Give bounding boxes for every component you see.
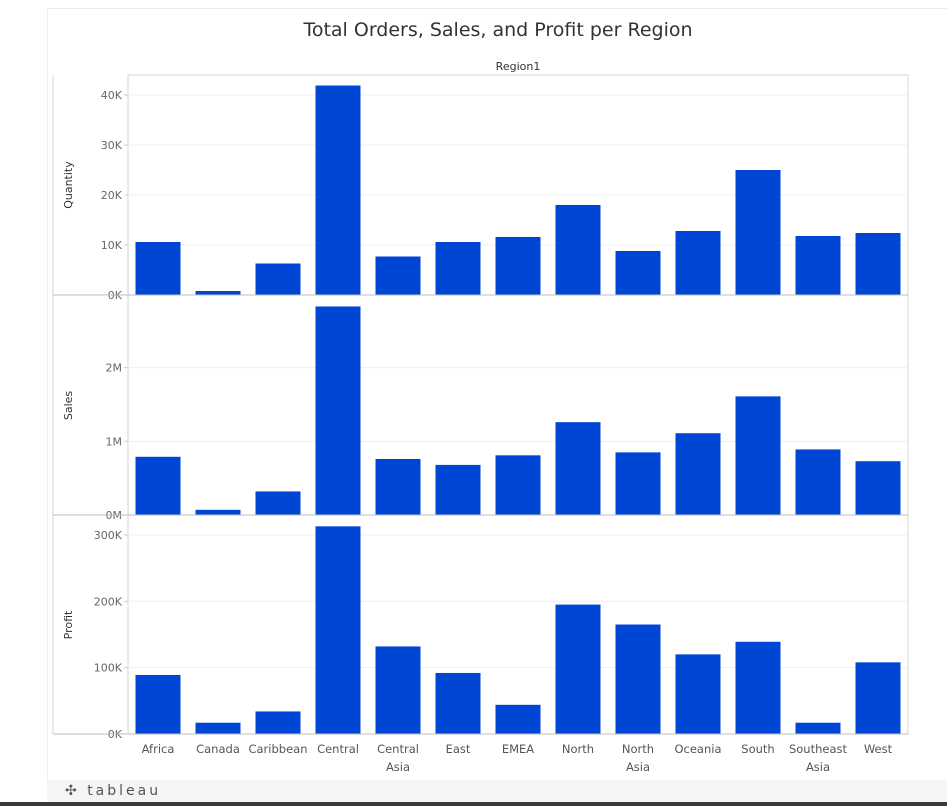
y-axis-title: Sales [62, 391, 75, 421]
y-axis-title: Profit [62, 610, 75, 639]
x-category-label: North [562, 742, 594, 756]
bar-sales [435, 464, 481, 515]
bar-quantity [375, 256, 421, 295]
bar-sales [255, 491, 301, 515]
bar-profit [735, 641, 781, 734]
y-tick-label: 30K [101, 139, 123, 152]
footer-bar: ✣ tableau [47, 780, 947, 802]
bar-sales [495, 455, 541, 515]
tableau-plus-icon: ✣ [65, 783, 88, 799]
y-tick-label: 40K [101, 89, 123, 102]
x-category-label: Caribbean [248, 742, 307, 756]
bar-quantity [855, 233, 901, 295]
chart-frame: Total Orders, Sales, and Profit per Regi… [47, 8, 947, 781]
bar-profit [795, 722, 841, 734]
bottom-edge [0, 802, 947, 806]
bar-quantity [495, 237, 541, 295]
y-tick-label: 10K [101, 239, 123, 252]
x-category-label: Oceania [674, 742, 721, 756]
bar-profit [255, 711, 301, 734]
bar-quantity [135, 242, 181, 295]
x-category-label: Central [317, 742, 359, 756]
x-category-label: North [622, 742, 654, 756]
bar-sales [675, 433, 721, 515]
bar-sales [195, 509, 241, 515]
bar-quantity [315, 85, 361, 295]
bar-quantity [675, 231, 721, 295]
x-category-label: Asia [806, 760, 830, 774]
bar-profit [435, 672, 481, 734]
bar-quantity [735, 170, 781, 295]
bar-quantity [795, 236, 841, 295]
bar-sales [615, 452, 661, 515]
bar-sales [795, 449, 841, 515]
x-category-label: Africa [142, 742, 175, 756]
y-tick-label: 20K [101, 189, 123, 202]
bar-sales [555, 422, 601, 515]
bar-quantity [555, 205, 601, 295]
bar-profit [855, 662, 901, 734]
tableau-logo[interactable]: ✣ tableau [65, 783, 161, 799]
bar-profit [675, 654, 721, 734]
plot-border [127, 74, 909, 735]
bar-sales [315, 306, 361, 515]
bar-quantity [615, 251, 661, 295]
x-category-label: Southeast [789, 742, 848, 756]
bar-profit [135, 674, 181, 734]
x-category-label: Canada [196, 742, 240, 756]
x-category-label: Central [377, 742, 419, 756]
y-axis-title: Quantity [62, 161, 75, 209]
column-header: Region1 [496, 60, 541, 73]
bar-profit [555, 604, 601, 734]
bar-sales [735, 396, 781, 515]
x-category-label: East [446, 742, 471, 756]
bar-profit [495, 704, 541, 734]
bar-sales [855, 461, 901, 515]
y-tick-label: 300K [94, 529, 123, 542]
x-category-label: Asia [386, 760, 410, 774]
tableau-logo-text: tableau [87, 783, 162, 799]
bar-profit [615, 624, 661, 734]
chart-title: Total Orders, Sales, and Profit per Regi… [303, 19, 693, 41]
bar-sales [135, 456, 181, 515]
x-category-label: West [864, 742, 893, 756]
x-category-label: EMEA [502, 742, 534, 756]
y-tick-label: 100K [94, 662, 123, 675]
y-tick-label: 2M [106, 362, 123, 375]
bar-profit [195, 722, 241, 734]
bar-quantity [435, 242, 481, 295]
y-tick-label: 200K [94, 595, 123, 608]
x-category-label: Asia [626, 760, 650, 774]
x-category-label: South [741, 742, 774, 756]
bar-quantity [255, 263, 301, 295]
y-tick-label: 1M [106, 435, 123, 448]
bar-quantity [195, 291, 241, 295]
bar-profit [375, 646, 421, 734]
bar-profit [315, 526, 361, 734]
bar-sales [375, 459, 421, 515]
